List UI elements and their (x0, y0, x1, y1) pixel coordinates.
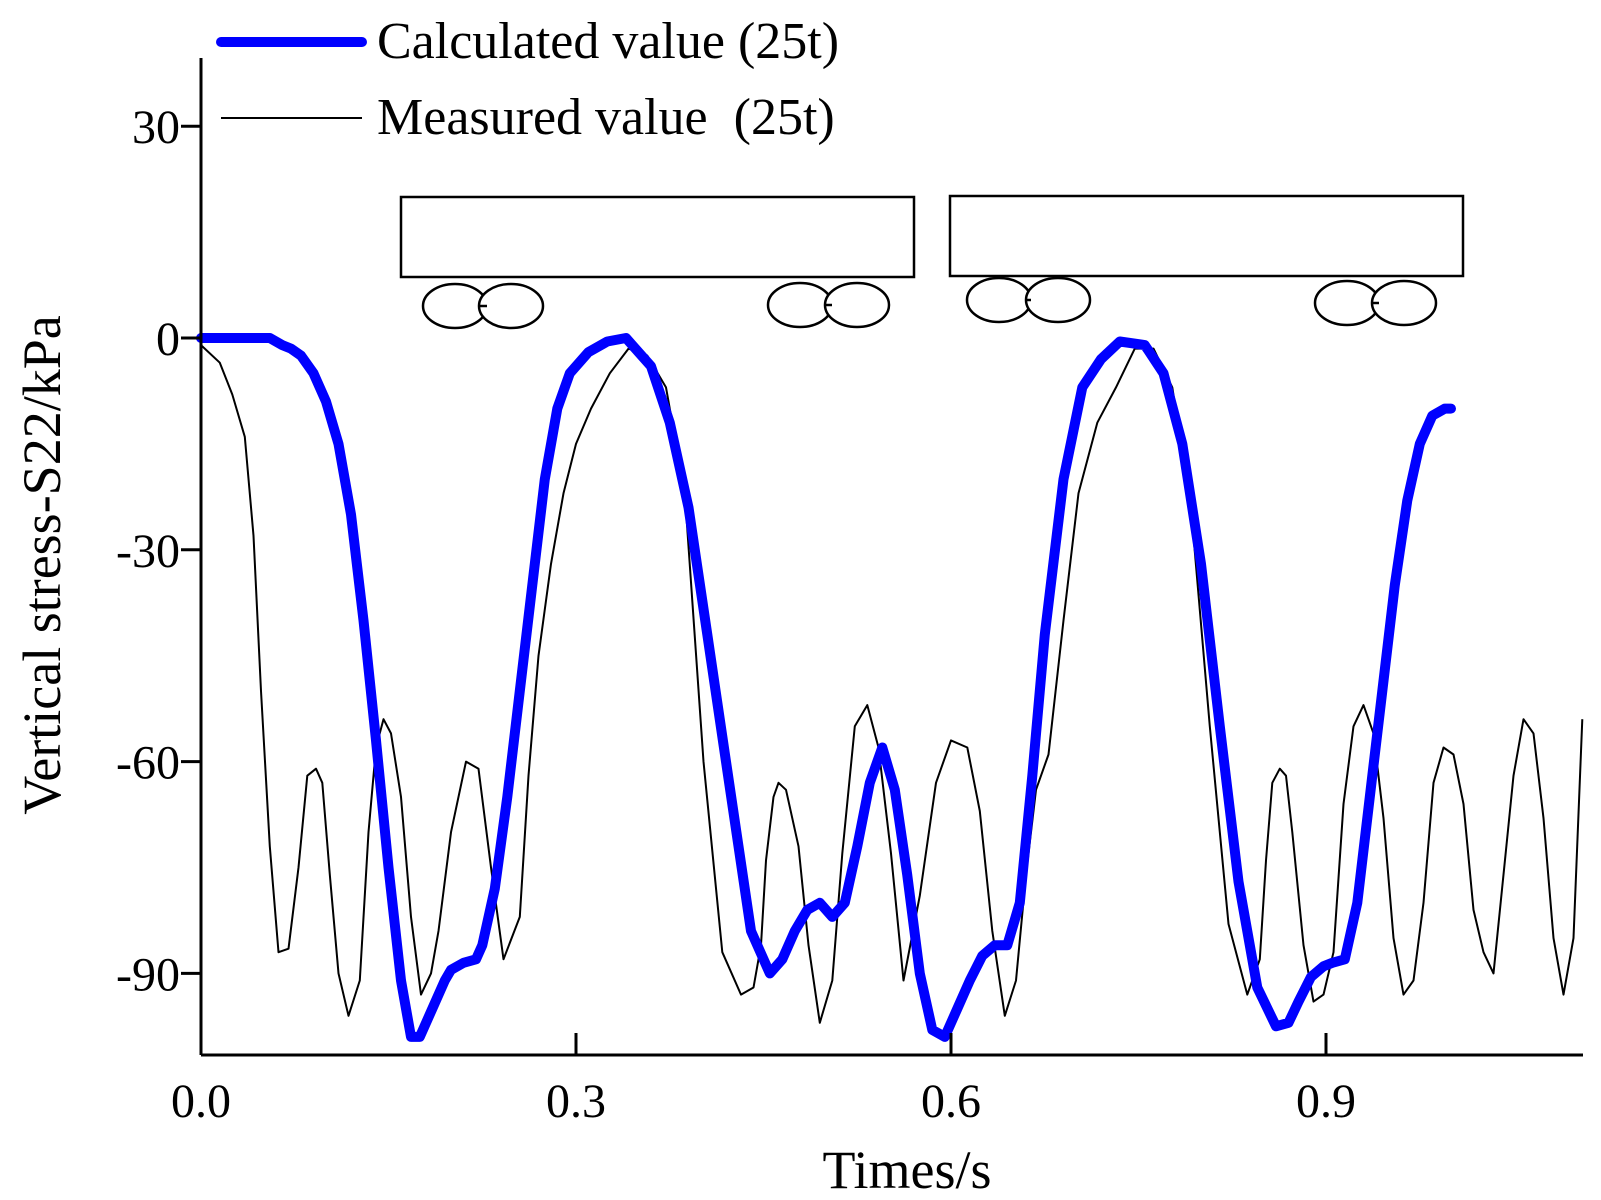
legend-label-measured: Measured value (25t) (377, 89, 835, 146)
series-line-calculated (196, 333, 1456, 1042)
x-tick-label: 0.3 (546, 1075, 606, 1128)
wagon-1-wheel (421, 282, 489, 330)
x-tick-label: 0.9 (1296, 1075, 1356, 1128)
x-axis-title: Times/s (822, 1140, 991, 1200)
x-tick-label: 0.0 (171, 1075, 231, 1128)
wagon-1-body (399, 195, 916, 279)
legend: Calculated value (25t) Measured value (2… (216, 13, 839, 146)
y-tick-label: -30 (116, 525, 180, 578)
y-tick-label: -60 (116, 737, 180, 790)
y-tick-label: 30 (132, 101, 180, 154)
wagon-1-wheel (766, 281, 834, 329)
x-tick-label: 0.6 (921, 1075, 981, 1128)
wagon-2-wheel (1313, 279, 1381, 327)
wagon-2-body (948, 194, 1465, 278)
wagon-2-wheel (1024, 276, 1092, 324)
y-ticks: 30 0 -30 -60 -90 (116, 101, 201, 1001)
y-tick-label: -90 (116, 948, 180, 1001)
wagon-1-wheel (477, 282, 545, 330)
y-tick-label: 0 (156, 313, 180, 366)
legend-label-calculated: Calculated value (25t) (377, 13, 839, 70)
x-ticks: 0.0 0.3 0.6 0.9 (171, 1033, 1356, 1128)
wagon-2-wheel (965, 276, 1033, 324)
series-line-measured (200, 344, 1584, 1024)
y-axis-title: Vertical stress-S22/kPa (12, 315, 72, 814)
wagon-2-wheel (1370, 279, 1438, 327)
wagon-illustration (399, 194, 1465, 330)
wagon-1-wheel (823, 281, 891, 329)
